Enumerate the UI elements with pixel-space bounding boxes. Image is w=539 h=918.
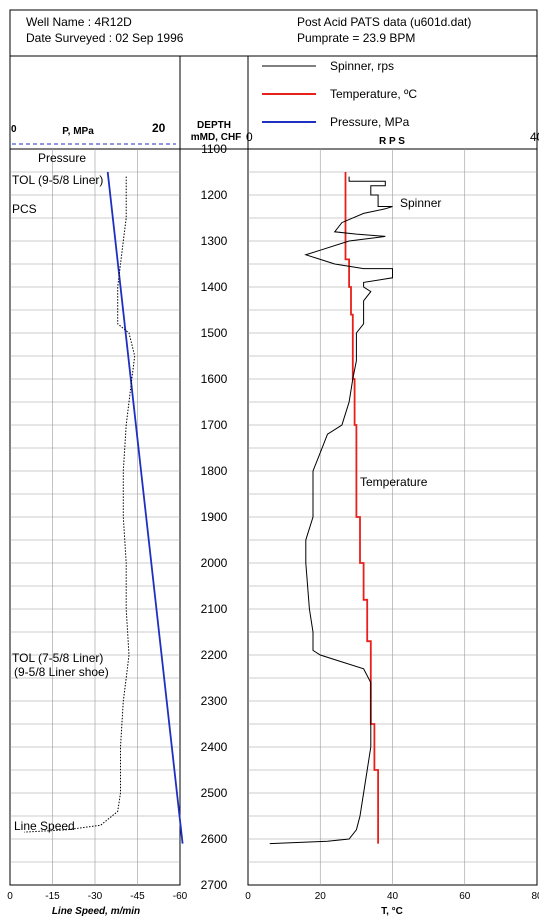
series-pressure-line: [106, 171, 184, 844]
depth-tick-label: 2400: [201, 740, 228, 754]
annotation-spinner: Spinner: [400, 196, 441, 210]
depth-label: DEPTH: [197, 120, 231, 131]
depth-tick-label: 2500: [201, 786, 228, 800]
series-spinner-line: [269, 176, 393, 845]
left-x-tick-label: -30: [88, 891, 103, 902]
legend-label-spinner: Spinner, rps: [330, 59, 394, 73]
data-title: Post Acid PATS data (u601d.dat): [297, 15, 471, 29]
annotation-shoe-958: (9-5/8 Liner shoe): [14, 665, 109, 679]
depth-tick-label: 1900: [201, 510, 228, 524]
annotations: Pressure TOL (9-5/8 Liner) PCS TOL (7-5/…: [12, 151, 441, 833]
left-x-ticks: 0 -15 -30 -45 -60: [7, 891, 187, 902]
depth-tick-label: 2200: [201, 648, 228, 662]
rps-scale-min: 0: [246, 130, 253, 144]
left-x-tick-label: 0: [7, 891, 13, 902]
depth-tick-label: 2000: [201, 556, 228, 570]
depth-tick-label: 1700: [201, 418, 228, 432]
annotation-tol-958: TOL (9-5/8 Liner): [12, 173, 103, 187]
date-surveyed: Date Surveyed : 02 Sep 1996: [26, 31, 184, 45]
well-name: Well Name : 4R12D: [26, 15, 132, 29]
right-x-tick-label: 40: [387, 891, 399, 902]
depth-unit-label: mMD, CHF: [191, 132, 242, 143]
right-track-grid: [248, 149, 537, 885]
series-layer: [24, 171, 393, 845]
depth-tick-label: 1600: [201, 372, 228, 386]
annotation-pcs: PCS: [12, 202, 37, 216]
annotation-temperature: Temperature: [360, 475, 428, 489]
series-line-speed-line: [24, 176, 136, 833]
pressure-scale-min: 0: [11, 124, 17, 135]
depth-tick-label: 1200: [201, 188, 228, 202]
pressure-scale-label: P, MPa: [62, 126, 94, 137]
right-x-tick-label: 60: [459, 891, 471, 902]
depth-tick-label: 1100: [201, 142, 227, 156]
annotation-line-speed: Line Speed: [14, 819, 75, 833]
pumprate: Pumprate = 23.9 BPM: [297, 31, 415, 45]
rps-scale-label: R P S: [379, 136, 405, 147]
legend-label-pressure: Pressure, MPa: [330, 115, 410, 129]
right-x-tick-label: 20: [315, 891, 327, 902]
left-track-grid: [10, 149, 180, 885]
depth-tick-label: 1300: [201, 234, 228, 248]
depth-tick-label: 1500: [201, 326, 228, 340]
depth-axis: 1100 1200 1300 1400 1500 1600 1700 1800 1900 2000…: [201, 142, 228, 892]
depth-tick-label: 1400: [201, 280, 228, 294]
annotation-tol-758: TOL (7-5/8 Liner): [12, 651, 103, 665]
legend: Spinner, rps Temperature, ºC Pressure, M…: [262, 59, 417, 129]
left-x-axis-label: Line Speed, m/min: [52, 906, 140, 917]
annotation-pressure: Pressure: [38, 151, 86, 165]
depth-tick-label: 2700: [201, 878, 228, 892]
rps-scale-max: 40: [530, 130, 539, 144]
depth-tick-label: 2100: [201, 602, 228, 616]
pressure-scale-max: 20: [152, 121, 166, 135]
depth-tick-label: 2600: [201, 832, 228, 846]
legend-label-temperature: Temperature, ºC: [330, 87, 417, 101]
series-temperature-line: [344, 172, 380, 844]
left-x-tick-label: -15: [45, 891, 60, 902]
right-x-ticks: 0 20 40 60 80: [245, 891, 539, 902]
right-x-tick-label: 0: [245, 891, 251, 902]
right-x-axis-label: T, °C: [381, 906, 403, 917]
left-x-tick-label: -45: [130, 891, 145, 902]
depth-tick-label: 2300: [201, 694, 228, 708]
depth-tick-label: 1800: [201, 464, 228, 478]
right-x-tick-label: 80: [531, 891, 539, 902]
left-x-tick-label: -60: [173, 891, 188, 902]
